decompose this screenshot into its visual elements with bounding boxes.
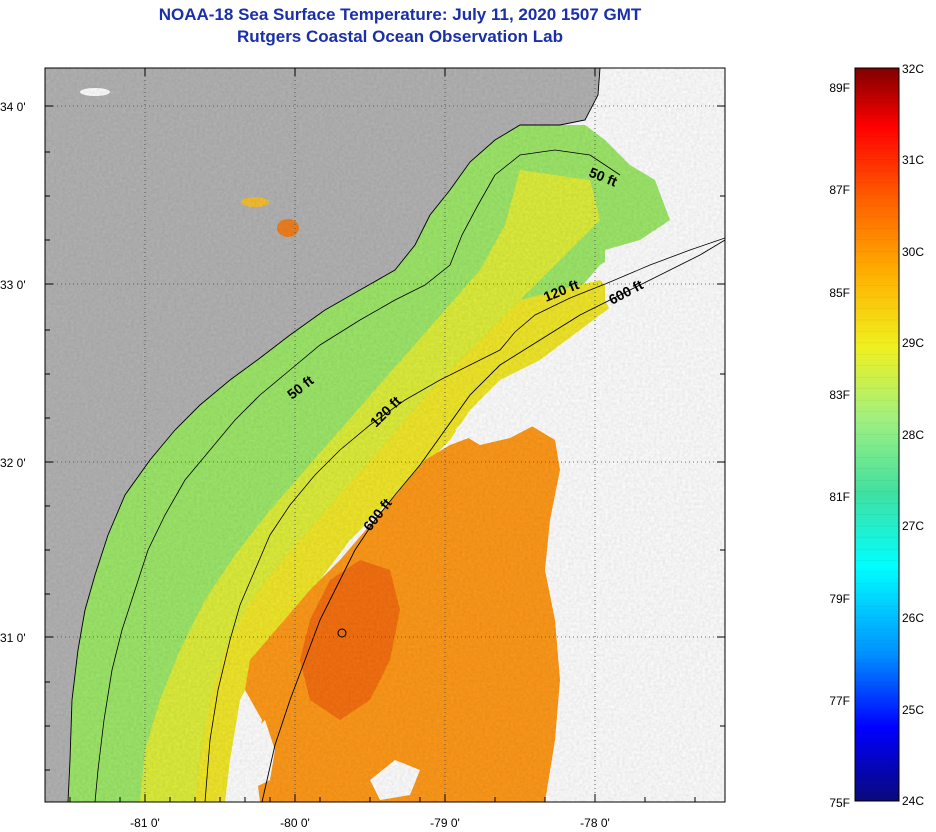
lat-label-31: 31 0' xyxy=(0,631,26,645)
station-marker xyxy=(337,628,347,638)
lon-label-81: -81 0' xyxy=(130,816,160,830)
colorbar-c-label: 31C xyxy=(902,153,924,167)
colorbar-ticks xyxy=(855,79,899,790)
colorbar-c-label: 27C xyxy=(902,519,924,533)
grid xyxy=(45,68,725,802)
colorbar-c-label: 28C xyxy=(902,428,924,442)
colorbar-f-label: 87F xyxy=(829,183,850,197)
lon-label-78: -78 0' xyxy=(580,816,610,830)
lon-label-79: -79 0' xyxy=(430,816,460,830)
colorbar-c-label: 25C xyxy=(902,703,924,717)
lon-label-80: -80 0' xyxy=(280,816,310,830)
colorbar-c-label: 26C xyxy=(902,611,924,625)
colorbar-f-label: 89F xyxy=(829,81,850,95)
colorbar-f-label: 85F xyxy=(829,286,850,300)
colorbar-c-label: 30C xyxy=(902,245,924,259)
colorbar-f-label: 83F xyxy=(829,388,850,402)
isobath-50ft xyxy=(94,149,621,802)
colorbar-c-label: 32C xyxy=(902,62,924,76)
lat-label-33: 33 0' xyxy=(0,278,26,292)
colorbar xyxy=(854,67,900,802)
colorbar-c-label: 29C xyxy=(902,336,924,350)
axis-ticks xyxy=(45,68,725,802)
map-subtitle: Rutgers Coastal Ocean Observation Lab xyxy=(237,27,563,46)
map-frame xyxy=(44,67,726,803)
lat-label-34: 34 0' xyxy=(0,100,26,114)
colorbar-f-label: 81F xyxy=(829,490,850,504)
colorbar-f-label: 75F xyxy=(829,796,850,810)
isobath-120ft xyxy=(204,237,725,802)
colorbar-c-label: 24C xyxy=(902,794,924,808)
map-title: NOAA-18 Sea Surface Temperature: July 11… xyxy=(158,5,642,24)
colorbar-f-label: 79F xyxy=(829,592,850,606)
lat-label-32: 32 0' xyxy=(0,456,26,470)
noise-texture xyxy=(45,68,725,802)
colorbar-f-label: 77F xyxy=(829,694,850,708)
coastline xyxy=(67,68,601,802)
isobath-600ft xyxy=(261,239,725,802)
